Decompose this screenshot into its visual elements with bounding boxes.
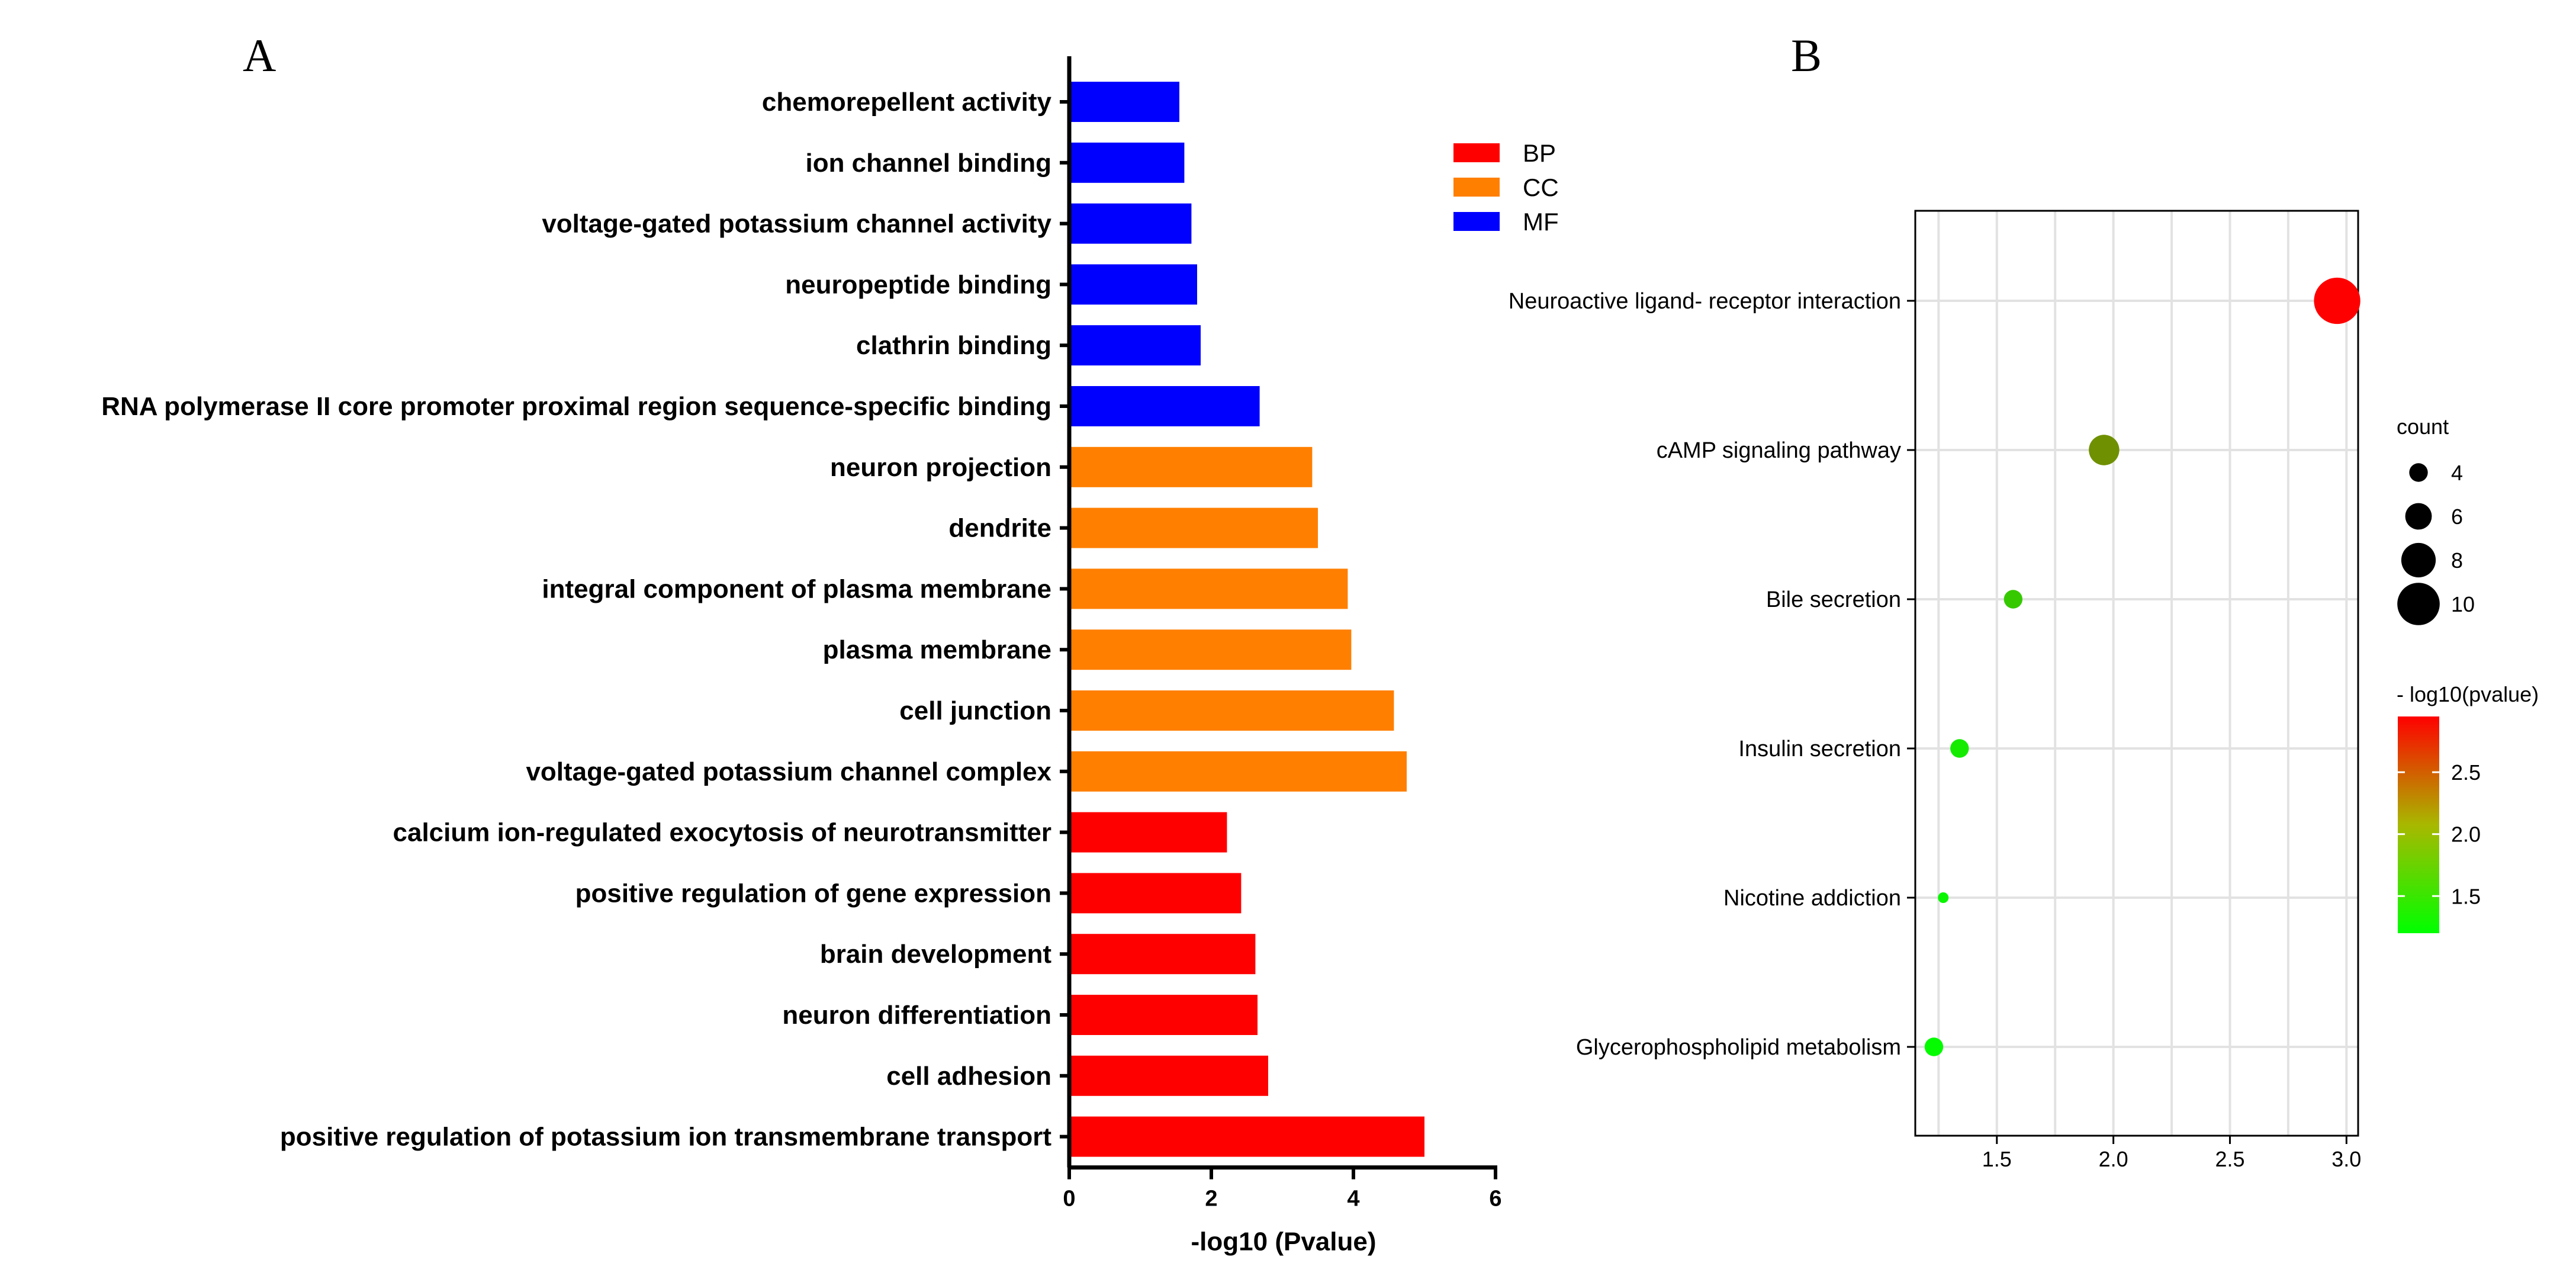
legend-label-bp: BP	[1523, 139, 1556, 167]
dot-camp-signaling-pathway	[2089, 435, 2120, 465]
bar-rna-polymerase-ii-core-promoter-proximal-region-sequence-specific-binding	[1069, 386, 1260, 426]
bar-cell-junction	[1069, 690, 1394, 731]
legend-label-cc: CC	[1523, 173, 1559, 201]
dot-plot-x-ticks: 1.5 2.0 2.5 3.0	[1982, 1136, 2361, 1171]
color-legend-bar	[2398, 716, 2439, 933]
dot-glycerophospholipid-metabolism	[1924, 1037, 1944, 1056]
bar-calcium-ion-regulated-exocytosis-of-neurotransmitter	[1069, 812, 1227, 853]
x-tick-label: 0	[1063, 1187, 1075, 1211]
term-label: positive regulation of potassium ion tra…	[280, 1123, 1051, 1152]
size-legend-dot	[2409, 463, 2428, 482]
bar-neuron-projection	[1069, 446, 1313, 487]
size-legend-dot	[2397, 583, 2440, 625]
term-label: dendrite	[948, 514, 1051, 543]
dot-plot-y-ticks: Neuroactive ligand- receptor interaction…	[1509, 289, 1915, 1060]
x-tick-label: 2.0	[2099, 1147, 2128, 1171]
x-tick-label: 4	[1347, 1187, 1359, 1211]
x-tick-label: 3.0	[2331, 1147, 2361, 1171]
bar-chart-x-ticks: 0 2 4 6	[1063, 1167, 1502, 1211]
color-legend-label: 1.5	[2451, 884, 2481, 908]
bar-plasma-membrane	[1069, 629, 1352, 670]
term-label: calcium ion-regulated exocytosis of neur…	[393, 818, 1051, 847]
dot-insulin-secretion	[1950, 739, 1969, 758]
bar-chemorepellent-activity	[1069, 82, 1179, 122]
bar-neuron-differentiation	[1069, 995, 1258, 1035]
term-label: neuron differentiation	[782, 1001, 1051, 1030]
x-tick-label: 2	[1205, 1187, 1217, 1211]
x-tick-label: 2.5	[2215, 1147, 2244, 1171]
color-legend-label: 2.0	[2451, 822, 2481, 847]
bar-chart-x-label: -log10 (Pvalue)	[1191, 1227, 1377, 1256]
bar-positive-regulation-of-gene-expression	[1069, 873, 1242, 914]
bar-neuropeptide-binding	[1069, 264, 1197, 305]
bar-group	[1069, 82, 1424, 1157]
bar-positive-regulation-of-potassium-ion-transmembrane-transport	[1069, 1116, 1424, 1157]
term-label: plasma membrane	[823, 635, 1051, 664]
size-legend-label: 4	[2451, 461, 2463, 485]
term-label: clathrin binding	[856, 331, 1051, 360]
pvalue-color-legend: - log10(pvalue) 2.5 2.0 1.5	[2397, 682, 2539, 933]
bar-cell-adhesion	[1069, 1055, 1268, 1096]
dot-plot-grid	[1915, 211, 2358, 1136]
term-label: chemorepellent activity	[762, 88, 1052, 117]
dot-plot-frame	[1914, 210, 2359, 1137]
pathway-label: Nicotine addiction	[1723, 886, 1901, 911]
size-legend-label: 6	[2451, 504, 2463, 529]
dot-plot-panel-b: Neuroactive ligand- receptor interaction…	[1509, 210, 2539, 1171]
bar-ion-channel-binding	[1069, 142, 1185, 183]
bar-chart-axes	[1067, 56, 1497, 1170]
term-label: cell junction	[899, 696, 1051, 725]
term-labels: chemorepellent activity ion channel bindi…	[101, 88, 1069, 1152]
pathway-label: cAMP signaling pathway	[1657, 438, 1901, 463]
size-legend-title: count	[2397, 414, 2449, 439]
legend-label-mf: MF	[1523, 208, 1559, 236]
size-legend-label: 10	[2451, 592, 2475, 616]
panel-label-b: B	[1791, 30, 1822, 81]
dot-neuroactive-ligand-receptor-interaction	[2314, 277, 2360, 324]
color-legend-title: - log10(pvalue)	[2397, 682, 2539, 706]
bar-dendrite	[1069, 507, 1318, 548]
size-legend-dot	[2401, 542, 2436, 578]
pathway-label: Bile secretion	[1766, 587, 1901, 612]
bar-clathrin-binding	[1069, 325, 1201, 366]
term-label: neuropeptide binding	[785, 270, 1051, 299]
dot-group	[1924, 277, 2360, 1056]
bar-voltage-gated-potassium-channel-complex	[1069, 751, 1407, 792]
bar-chart-panel-a: chemorepellent activity ion channel bindi…	[101, 56, 1559, 1256]
panel-label-a: A	[243, 30, 276, 81]
dot-nicotine-addiction	[1938, 892, 1949, 903]
term-label: voltage-gated potassium channel activity	[542, 210, 1051, 239]
pathway-label: Insulin secretion	[1738, 737, 1901, 761]
x-tick-label: 6	[1489, 1187, 1501, 1211]
pathway-label: Glycerophospholipid metabolism	[1576, 1035, 1901, 1060]
legend-swatch-cc	[1453, 178, 1500, 197]
term-label: positive regulation of gene expression	[575, 879, 1051, 908]
term-label: RNA polymerase II core promoter proximal…	[101, 392, 1051, 421]
bar-integral-component-of-plasma-membrane	[1069, 568, 1348, 609]
dot-bile-secretion	[2003, 590, 2023, 609]
legend-swatch-bp	[1453, 143, 1500, 162]
term-label: integral component of plasma membrane	[542, 574, 1051, 603]
bar-brain-development	[1069, 934, 1256, 975]
term-label: brain development	[820, 940, 1052, 969]
x-tick-label: 1.5	[1982, 1147, 2012, 1171]
size-legend-label: 8	[2451, 548, 2463, 573]
bar-voltage-gated-potassium-channel-activity	[1069, 203, 1192, 244]
pathway-label: Neuroactive ligand- receptor interaction	[1509, 289, 1901, 314]
size-legend-dot	[2405, 503, 2432, 530]
color-legend-label: 2.5	[2451, 760, 2481, 785]
term-label: voltage-gated potassium channel complex	[526, 757, 1051, 786]
term-label: cell adhesion	[886, 1062, 1051, 1091]
term-label: ion channel binding	[805, 149, 1051, 178]
term-label: neuron projection	[830, 453, 1051, 482]
bar-chart-legend: BP CC MF	[1453, 139, 1559, 236]
legend-swatch-mf	[1453, 212, 1500, 231]
